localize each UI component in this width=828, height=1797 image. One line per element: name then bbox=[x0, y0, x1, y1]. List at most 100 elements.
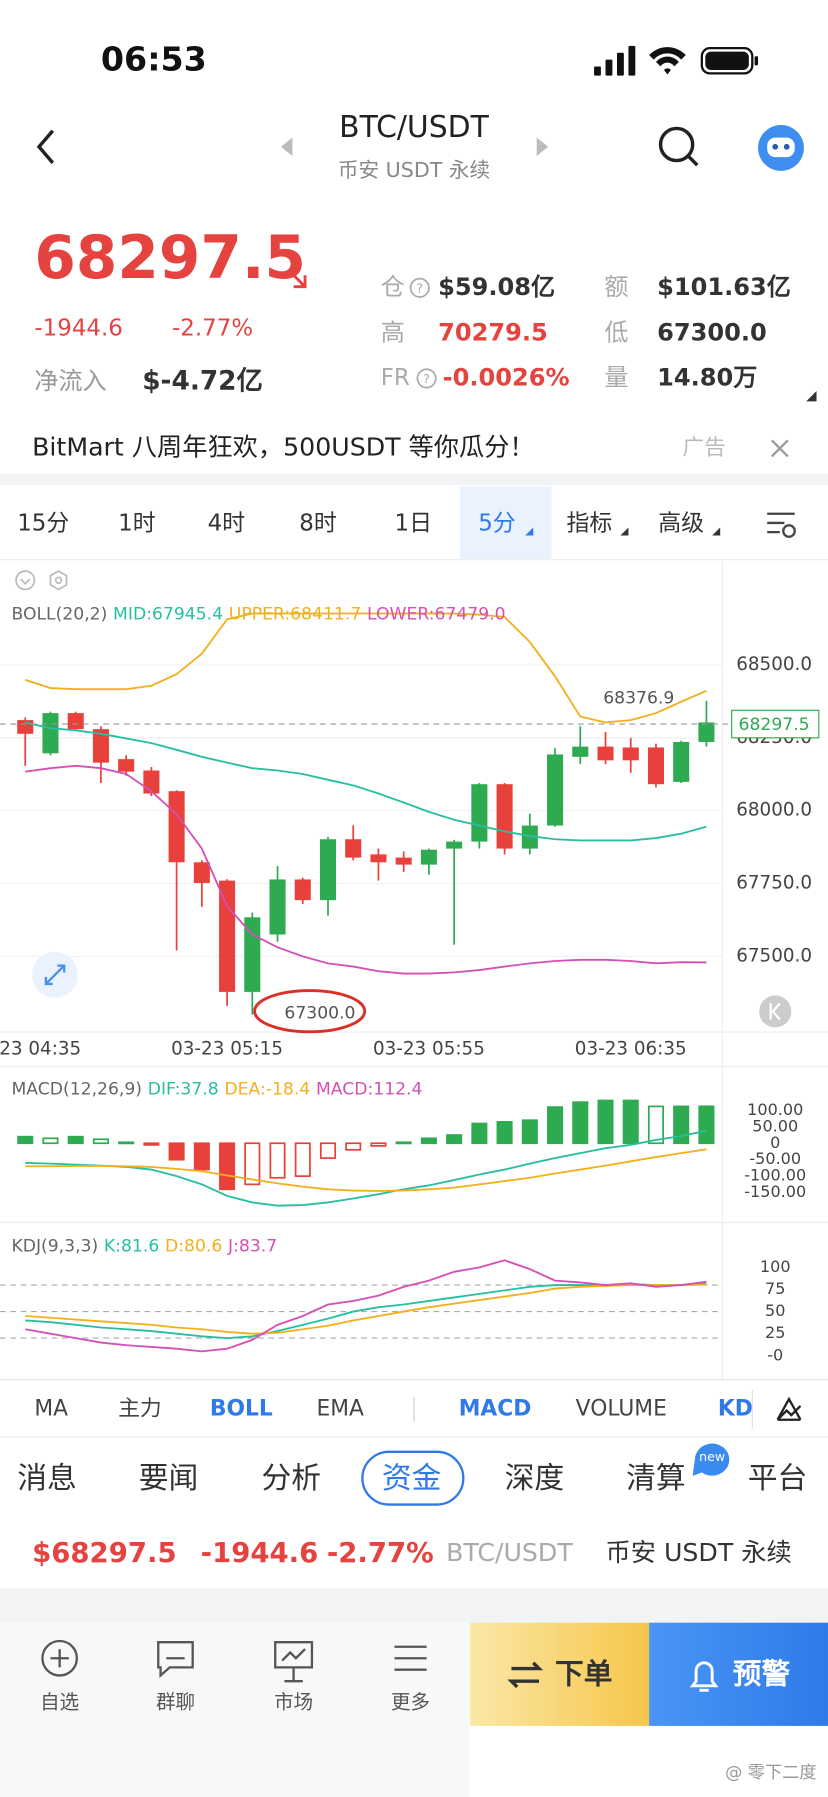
summary-change: -1944.6 bbox=[201, 1537, 319, 1569]
status-time: 06:53 bbox=[101, 39, 207, 78]
help-icon[interactable]: ? bbox=[416, 368, 437, 389]
legend-entry: DIF:37.8 bbox=[148, 1079, 219, 1099]
indicator-tab-active[interactable]: MACD bbox=[459, 1396, 532, 1421]
candle-body bbox=[42, 713, 59, 754]
summary-pair: BTC/USDT bbox=[446, 1538, 573, 1567]
interval-tab[interactable]: 1日 bbox=[395, 511, 433, 537]
scroll-latest[interactable] bbox=[759, 995, 792, 1028]
candle-body bbox=[446, 841, 463, 849]
y-tick-label: 67500.0 bbox=[736, 945, 812, 966]
back-button[interactable] bbox=[36, 129, 55, 164]
macd-bar bbox=[471, 1122, 488, 1145]
macd-bar bbox=[345, 1142, 362, 1151]
alert-label[interactable]: 预警 bbox=[733, 1656, 791, 1690]
candle-body bbox=[673, 741, 690, 782]
chart-type-button[interactable] bbox=[776, 1396, 802, 1421]
next-pair[interactable] bbox=[536, 137, 549, 156]
indicator-line bbox=[25, 1282, 707, 1340]
search-button[interactable] bbox=[658, 126, 699, 167]
nav-icons bbox=[41, 1639, 427, 1683]
avatar[interactable] bbox=[758, 124, 804, 171]
content-tab[interactable]: 清算 bbox=[626, 1461, 686, 1496]
macd-bar bbox=[319, 1142, 337, 1159]
order-icon bbox=[507, 1661, 544, 1689]
y-tick-label: 100 bbox=[760, 1257, 791, 1276]
macd-bar bbox=[521, 1119, 538, 1145]
chart-toggles[interactable] bbox=[15, 570, 68, 591]
new-badge: new bbox=[692, 1443, 730, 1476]
interval-tab[interactable]: 4时 bbox=[208, 511, 246, 537]
interval-tab[interactable]: 8时 bbox=[299, 511, 337, 537]
candle-body bbox=[67, 713, 84, 730]
fullscreen-button[interactable] bbox=[32, 951, 78, 998]
candle-body bbox=[143, 770, 160, 794]
nav-item[interactable]: 更多 bbox=[391, 1690, 430, 1713]
help-icon[interactable]: ? bbox=[409, 277, 430, 298]
content-tab-active[interactable]: 资金 bbox=[382, 1461, 442, 1496]
legend-title: KDJ(9,3,3) bbox=[11, 1237, 98, 1257]
candle-body bbox=[219, 880, 236, 992]
candle-body bbox=[521, 825, 538, 849]
y-tick-label: 50 bbox=[765, 1301, 785, 1320]
indicator-tab[interactable]: VOLUME bbox=[576, 1396, 667, 1421]
macd-bar bbox=[496, 1121, 513, 1145]
svg-text:?: ? bbox=[423, 371, 430, 386]
ad-close[interactable] bbox=[770, 439, 789, 458]
pair-subtitle: 币安 USDT 永续 bbox=[338, 158, 490, 182]
advanced-menu[interactable]: 高级 bbox=[658, 511, 704, 537]
content-tab[interactable]: 平台 bbox=[748, 1461, 808, 1496]
nav-item[interactable]: 自选 bbox=[40, 1690, 79, 1713]
y-tick-label: 50.00 bbox=[752, 1116, 798, 1135]
candle-body bbox=[622, 747, 639, 761]
order-label[interactable]: 下单 bbox=[555, 1656, 612, 1690]
content-tab[interactable]: 要闻 bbox=[139, 1461, 199, 1496]
legend-title: MACD(12,26,9) bbox=[11, 1079, 142, 1099]
net-inflow: $-4.72亿 bbox=[142, 365, 263, 396]
indicator-tab[interactable]: EMA bbox=[317, 1396, 365, 1421]
nav-item[interactable]: 群聊 bbox=[156, 1690, 195, 1713]
interval-tab[interactable]: 15分 bbox=[17, 511, 69, 537]
interval-tab[interactable]: 1时 bbox=[118, 511, 156, 537]
stat-label: FR bbox=[381, 365, 410, 391]
stat-label: 仓 bbox=[381, 273, 405, 301]
dropdown bbox=[620, 527, 629, 536]
prev-pair[interactable] bbox=[280, 137, 293, 156]
nav-item[interactable]: 市场 bbox=[274, 1690, 313, 1713]
bottom-bar bbox=[0, 1622, 471, 1797]
candle-body bbox=[319, 839, 337, 901]
candle-body bbox=[269, 879, 286, 935]
indicator-tab[interactable]: 主力 bbox=[118, 1396, 162, 1421]
divider bbox=[0, 1588, 828, 1623]
y-tick-label: 100.00 bbox=[747, 1100, 803, 1119]
ad-text[interactable]: BitMart 八周年狂欢，500USDT 等你瓜分！ bbox=[32, 432, 535, 461]
stat-value: 14.80万 bbox=[657, 363, 757, 391]
candle-body bbox=[370, 854, 387, 863]
content-tab[interactable]: 分析 bbox=[261, 1461, 321, 1496]
svg-text:?: ? bbox=[416, 280, 423, 295]
alert-button[interactable] bbox=[649, 1622, 828, 1726]
macd-bar bbox=[597, 1099, 614, 1145]
indicator-tab-active[interactable]: KD bbox=[718, 1396, 753, 1421]
indicator-line bbox=[25, 721, 707, 842]
indicator-tab-active[interactable]: BOLL bbox=[210, 1396, 273, 1421]
indicator-tab[interactable]: MA bbox=[34, 1396, 68, 1421]
candle-body bbox=[698, 722, 715, 742]
x-tick-label: 03-23 05:55 bbox=[373, 1038, 485, 1059]
expand-corner[interactable] bbox=[806, 391, 817, 402]
stat-value: $59.08亿 bbox=[438, 273, 555, 301]
content-tab[interactable]: 深度 bbox=[505, 1461, 565, 1496]
y-tick-label: -0 bbox=[767, 1345, 783, 1364]
y-tick-label: 68000.0 bbox=[736, 800, 812, 821]
chart-settings[interactable] bbox=[767, 512, 796, 538]
tab-highlight bbox=[459, 486, 552, 560]
interval-tab-active[interactable]: 5分 bbox=[478, 511, 516, 537]
macd-bar bbox=[547, 1106, 564, 1145]
legend-entry: UPPER:68411.7 bbox=[229, 605, 361, 625]
order-button[interactable] bbox=[470, 1622, 650, 1726]
indicator-line bbox=[24, 612, 707, 724]
macd-bar bbox=[67, 1135, 84, 1145]
content-tab[interactable]: 消息 bbox=[17, 1461, 77, 1496]
indicator-menu[interactable]: 指标 bbox=[567, 511, 613, 537]
indicator-line bbox=[25, 1129, 707, 1207]
indicator-line bbox=[25, 1148, 707, 1192]
